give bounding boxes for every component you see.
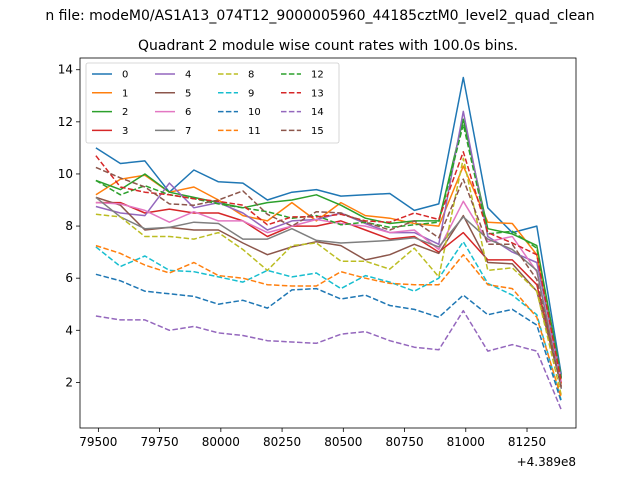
legend-label-8: 8 <box>248 70 254 81</box>
series-line-1 <box>95 165 563 384</box>
x-tick-label: 80750 <box>385 435 423 449</box>
y-tick-label: 14 <box>58 63 73 77</box>
series-line-8 <box>95 157 563 396</box>
plot-frame <box>79 57 577 429</box>
legend-label-11: 11 <box>248 126 261 137</box>
legend-label-1: 1 <box>122 88 128 99</box>
chart-title: Quadrant 2 module wise count rates with … <box>138 38 518 54</box>
plot-area <box>95 76 563 411</box>
series-line-9 <box>95 240 563 401</box>
x-tick-label: 80250 <box>263 435 301 449</box>
legend-box <box>85 62 340 144</box>
y-tick-label: 6 <box>65 271 73 285</box>
x-tick-label: 80500 <box>324 435 362 449</box>
series-line-7 <box>95 196 563 390</box>
legend-label-10: 10 <box>248 107 261 118</box>
series-line-15 <box>95 166 563 388</box>
x-offset-label: +4.389e8 <box>517 455 576 469</box>
y-tick-label: 10 <box>58 167 73 181</box>
legend-label-2: 2 <box>122 107 128 118</box>
series-line-14 <box>95 309 562 411</box>
legend-label-15: 15 <box>311 126 324 137</box>
series-line-10 <box>95 273 563 403</box>
y-tick-label: 4 <box>65 323 73 337</box>
series-line-12 <box>95 123 563 379</box>
legend-label-4: 4 <box>185 70 191 81</box>
legend-label-0: 0 <box>122 70 128 81</box>
y-tick-label: 2 <box>65 375 73 389</box>
x-tick-label: 81250 <box>508 435 546 449</box>
series-line-11 <box>95 244 563 399</box>
series-line-13 <box>95 151 563 383</box>
legend-label-9: 9 <box>248 88 254 99</box>
x-tick-label: 81000 <box>447 435 485 449</box>
y-tick-label: 12 <box>58 115 73 129</box>
legend-label-14: 14 <box>311 107 324 118</box>
series-line-5 <box>95 196 563 387</box>
legend-label-6: 6 <box>185 107 191 118</box>
x-tick-label: 79500 <box>79 435 117 449</box>
chart-file-title: n file: modeM0/AS1A13_074T12_9000005960_… <box>45 8 594 24</box>
legend-label-5: 5 <box>185 88 191 99</box>
y-tick-label: 8 <box>65 219 73 233</box>
legend-label-7: 7 <box>185 126 191 137</box>
legend-label-3: 3 <box>122 126 128 137</box>
x-tick-label: 80000 <box>202 435 240 449</box>
series-line-0 <box>95 76 563 375</box>
legend-label-13: 13 <box>311 88 324 99</box>
legend-label-12: 12 <box>311 70 324 81</box>
x-tick-label: 79750 <box>141 435 179 449</box>
series-line-2 <box>95 118 563 378</box>
